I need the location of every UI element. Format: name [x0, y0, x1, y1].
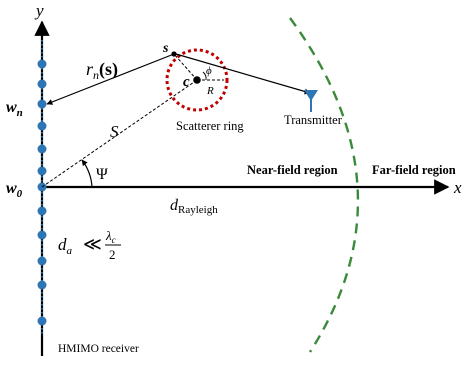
antenna-element [37, 316, 47, 326]
antenna-element [37, 144, 47, 154]
label-wn: wn [6, 99, 23, 119]
label-phi: ϕ [206, 65, 212, 77]
label-psi: Ψ [96, 166, 108, 183]
transmitter-label: Transmitter [284, 113, 343, 127]
scatterer-ring [165, 48, 229, 112]
near-field-label: Near-field region [247, 163, 338, 177]
label-rn: rn(s) [86, 59, 118, 82]
antenna-element [37, 99, 47, 109]
receiver-label: HMIMO receiver [58, 343, 139, 355]
label-c: c [183, 74, 190, 90]
phi-arc [202, 71, 207, 81]
psi-arc [81, 159, 93, 188]
label-S: S [110, 122, 119, 141]
svg-text:≪: ≪ [83, 234, 102, 254]
spacing-relation: da ≪ λc 2 [58, 228, 121, 262]
svg-text:da: da [58, 235, 73, 257]
y-axis-label: y [34, 1, 44, 20]
scatter-to-receiver-line [46, 53, 175, 105]
x-axis-label: x [453, 178, 462, 197]
far-field-boundary [289, 17, 360, 353]
antenna-element [37, 280, 47, 290]
antenna-element [37, 206, 47, 216]
label-s: s [162, 41, 169, 56]
svg-text:2: 2 [109, 247, 116, 262]
antenna-element [37, 256, 47, 266]
radius-line [173, 53, 198, 81]
antenna-elements [37, 59, 47, 326]
antenna-element [37, 121, 47, 131]
antenna-element [37, 79, 47, 89]
label-w0: w0 [6, 180, 23, 200]
label-R: R [206, 85, 214, 97]
svg-text:λc: λc [105, 228, 116, 245]
antenna-element [37, 59, 47, 69]
antenna-element [37, 230, 47, 240]
scatterer-ring-label: Scatterer ring [176, 119, 244, 133]
label-d-rayleigh: dRayleigh [170, 197, 218, 216]
tx-to-scatter-line [175, 53, 311, 95]
antenna-element [37, 166, 47, 176]
distance-S-line [41, 79, 198, 188]
transmitter-icon [304, 90, 318, 112]
far-field-label: Far-field region [372, 163, 456, 177]
